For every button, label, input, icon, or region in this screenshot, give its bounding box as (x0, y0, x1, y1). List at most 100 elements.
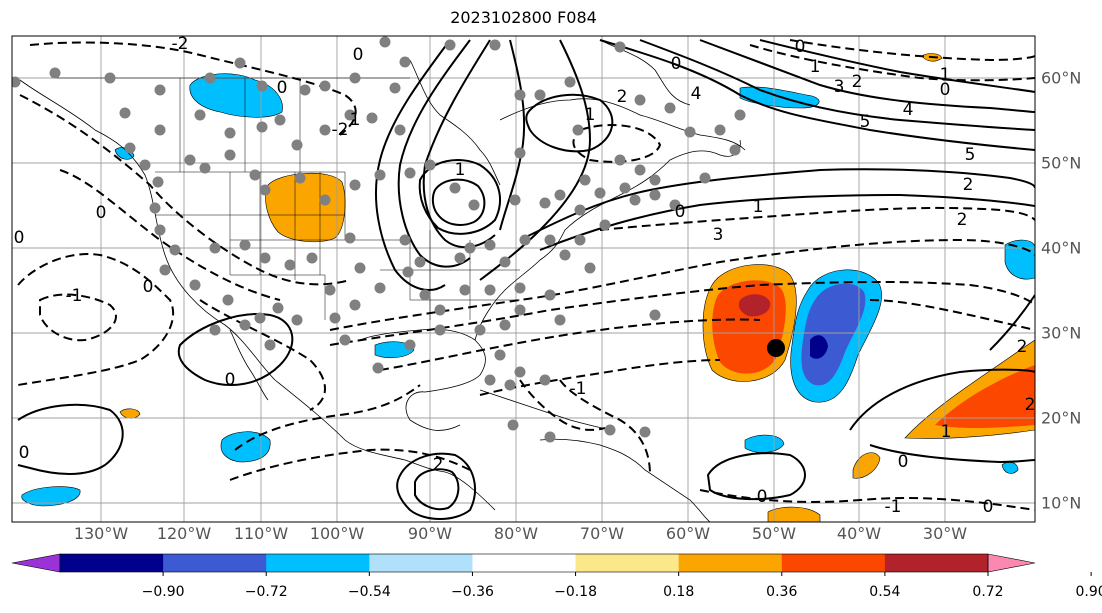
station-dot (574, 204, 586, 216)
station-dot (324, 284, 336, 296)
colorbar (11, 553, 1092, 576)
station-dot (259, 184, 271, 196)
station-dot (319, 80, 331, 92)
colorbar-segment (60, 554, 164, 572)
longitude-label: 130°W (73, 524, 129, 543)
station-dot (584, 262, 596, 274)
station-dot (389, 82, 401, 94)
station-dot (544, 431, 556, 443)
station-dot (649, 309, 661, 321)
longitude-label: 120°W (156, 524, 212, 543)
station-dot (154, 84, 166, 96)
coastlines (19, 39, 746, 522)
station-dot (629, 194, 641, 206)
colorbar-tick-label: −0.90 (141, 584, 185, 600)
anomaly-warm-east-inner (935, 365, 1035, 429)
colorbar-segment (575, 554, 680, 572)
contour-label: 2 (963, 175, 974, 195)
station-dot (199, 162, 211, 174)
station-dot (534, 89, 546, 101)
colorbar-tick-label: −0.54 (347, 584, 391, 600)
colorbar-segment (678, 554, 783, 572)
station-dot (554, 314, 566, 326)
station-dot (404, 167, 416, 179)
contour-label: -1 (885, 497, 902, 517)
station-dot (306, 252, 318, 264)
station-dot (49, 67, 61, 79)
station-dot (544, 234, 556, 246)
negative-contours (17, 39, 1035, 511)
anomaly-blue-south (744, 434, 785, 453)
station-dot (699, 172, 711, 184)
storm-center-marker (767, 339, 785, 357)
station-dot (224, 127, 236, 139)
station-dot (366, 112, 378, 124)
anomaly-cool-dipole-mid (801, 283, 866, 386)
station-dot (139, 159, 151, 171)
colorbar-extend-low (11, 553, 61, 573)
station-dot (499, 319, 511, 331)
station-dot (468, 199, 480, 211)
station-dot (579, 174, 591, 186)
station-dot (734, 109, 746, 121)
station-dot (349, 72, 361, 84)
station-dot (224, 149, 236, 161)
station-dot (291, 139, 303, 151)
contour-label: 2 (1017, 337, 1028, 357)
contour-label: 2 (852, 72, 863, 92)
anomaly-orange-rockies (265, 172, 346, 243)
contour-label: 4 (691, 84, 702, 104)
station-dot (507, 419, 519, 431)
latitude-label: 10°N (1041, 493, 1082, 513)
longitude-label: 30°W (922, 524, 968, 543)
station-dot (189, 279, 201, 291)
station-dot (372, 362, 384, 374)
station-dot (594, 187, 606, 199)
contour-label: 1 (940, 65, 951, 85)
colorbar-tick-label: −0.72 (244, 584, 288, 600)
station-dot (499, 256, 511, 268)
station-dot (154, 124, 166, 136)
anomaly-blue-east (1004, 239, 1035, 280)
station-dot (564, 76, 576, 88)
station-dot (449, 182, 461, 194)
contour-label: 1 (810, 57, 821, 77)
colorbar-tick-label: 0.72 (972, 584, 1004, 600)
station-dot (399, 56, 411, 68)
longitude-label: 110°W (233, 524, 289, 543)
colorbar-outline (59, 553, 989, 573)
station-dot (119, 107, 131, 119)
station-dot (504, 379, 516, 391)
colorbar-tick-label: −0.18 (554, 584, 597, 600)
station-dot (489, 39, 501, 51)
station-dot (169, 244, 181, 256)
station-dot (649, 174, 661, 186)
station-dot (264, 339, 276, 351)
latitude-label: 50°N (1041, 153, 1082, 173)
station-dot (399, 234, 411, 246)
station-dot (514, 282, 526, 294)
latitude-label: 60°N (1041, 68, 1082, 88)
anomaly-orange-pac (119, 408, 141, 419)
contour-label: -1 (570, 379, 587, 399)
contour-label: 0 (225, 370, 236, 390)
anomaly-warm-dipole-inner (712, 280, 786, 374)
station-dot (272, 302, 284, 314)
colorbar-extend-high (987, 553, 1036, 573)
station-dot (574, 234, 586, 246)
anomaly-warm-dipole-core (738, 294, 771, 317)
station-dot (374, 282, 386, 294)
contour-label: 5 (860, 112, 871, 132)
station-dot (619, 182, 631, 194)
station-dot (149, 202, 161, 214)
station-dot (184, 154, 196, 166)
station-dot (379, 36, 391, 48)
station-dot (559, 249, 571, 261)
station-dot (464, 242, 476, 254)
station-dot (402, 266, 414, 278)
station-dot (714, 124, 726, 136)
contour-label: 4 (903, 100, 914, 120)
station-dot (649, 189, 661, 201)
colorbar-segment (781, 554, 886, 572)
